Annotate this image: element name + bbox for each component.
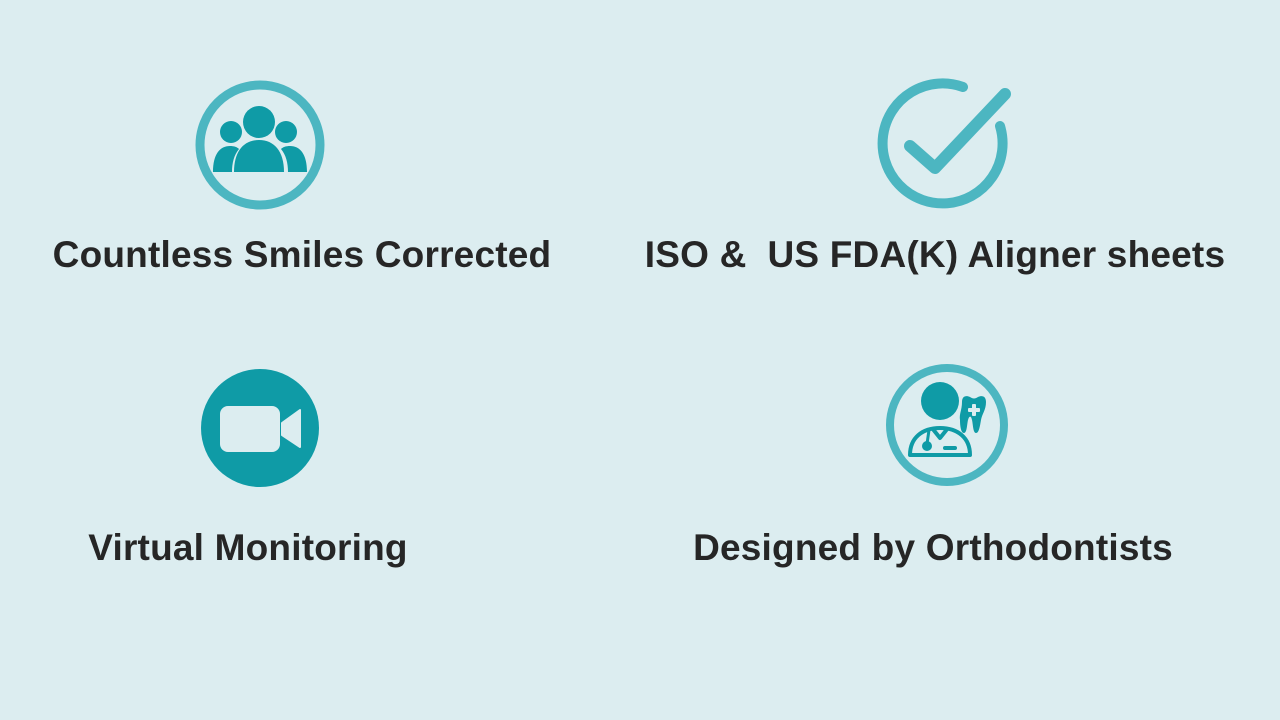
feature-label: Virtual Monitoring (88, 527, 408, 568)
checkmark-circle-icon (877, 78, 1011, 209)
people-group-icon (195, 80, 325, 210)
feature-label: ISO & US FDA(K) Aligner sheets (644, 234, 1226, 275)
video-camera-icon (201, 369, 319, 487)
feature-label: Designed by Orthodontists (693, 527, 1173, 568)
feature-label: Countless Smiles Corrected (52, 234, 552, 275)
orthodontist-icon (886, 364, 1008, 486)
